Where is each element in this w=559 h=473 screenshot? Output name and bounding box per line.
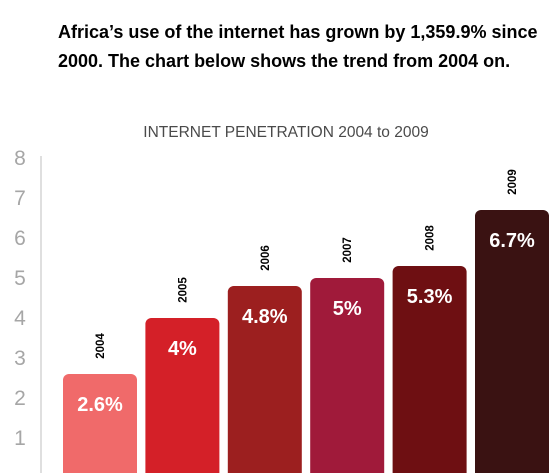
- bar-2005: [145, 318, 220, 473]
- category-label-2008: 2008: [425, 225, 437, 251]
- chart-title: INTERNET PENETRATION 2004 to 2009: [143, 124, 428, 141]
- y-tick-label: 3: [14, 347, 26, 370]
- bar-2008: [392, 266, 467, 473]
- data-label-2007: 5%: [333, 298, 362, 320]
- data-label-2009: 6.7%: [489, 230, 535, 252]
- y-tick-label: 6: [14, 227, 26, 250]
- intro-heading: Africa’s use of the internet has grown b…: [58, 22, 538, 71]
- y-tick-label: 7: [14, 187, 26, 210]
- bar-2009: [475, 210, 549, 473]
- bar-2004: [63, 374, 137, 473]
- y-tick-label: 2: [14, 387, 26, 410]
- category-label-2005: 2005: [177, 277, 189, 303]
- category-label-2006: 2006: [260, 245, 272, 271]
- bar-2007: [310, 278, 385, 473]
- y-tick-label: 1: [14, 427, 26, 450]
- category-label-2004: 2004: [95, 333, 107, 359]
- category-label-2007: 2007: [342, 237, 354, 263]
- data-label-2005: 4%: [168, 338, 197, 360]
- bars: 2004 2.6% 2005 4% 2006 4.8% 2007 5% 2008 5.3% 2009…: [63, 169, 549, 473]
- bar-2006: [227, 286, 302, 473]
- y-tick-label: 4: [14, 307, 26, 330]
- data-label-2006: 4.8%: [242, 306, 288, 328]
- y-axis: 1 2 3 4 5 6 7 8: [14, 147, 26, 450]
- y-tick-label: 8: [14, 147, 26, 170]
- data-label-2004: 2.6%: [77, 394, 123, 416]
- y-tick-label: 5: [14, 267, 26, 290]
- category-label-2009: 2009: [507, 169, 519, 195]
- data-label-2008: 5.3%: [407, 286, 453, 308]
